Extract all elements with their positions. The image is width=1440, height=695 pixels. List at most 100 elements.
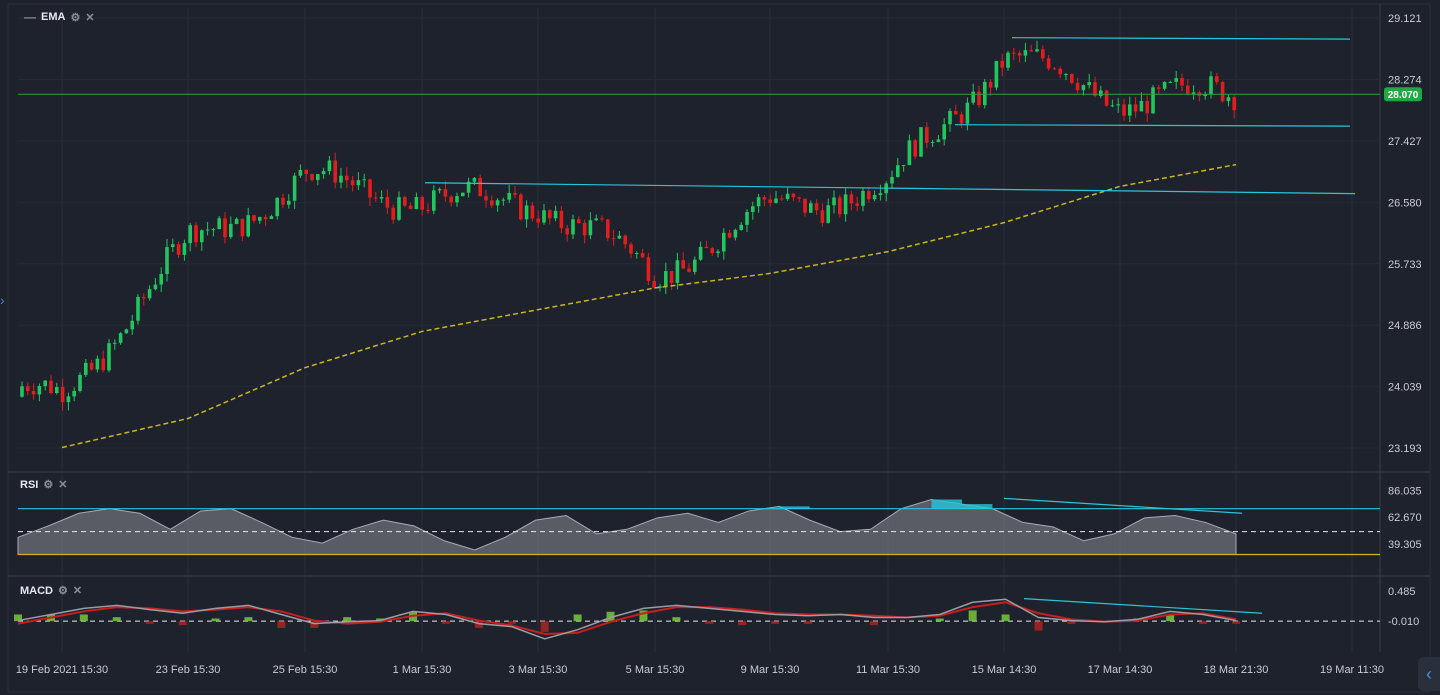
- candle-body: [675, 260, 680, 283]
- grid-lines: [7, 3, 1431, 693]
- chevron-right-icon[interactable]: ›: [0, 292, 5, 308]
- x-tick-label: 1 Mar 15:30: [393, 664, 452, 676]
- candle-body: [571, 219, 575, 235]
- candle-body: [194, 225, 198, 243]
- candle-body: [55, 387, 59, 394]
- y-tick-label: 26.580: [1388, 197, 1422, 209]
- macd-histogram-bar: [540, 621, 549, 632]
- candle-body: [965, 102, 970, 124]
- candle-body: [658, 286, 662, 288]
- candle-body: [391, 207, 395, 220]
- y-tick-label: 29.121: [1388, 13, 1422, 25]
- candle-body: [403, 197, 407, 206]
- macd-histogram-bar: [145, 621, 154, 624]
- candle-body: [287, 200, 291, 205]
- candle-body: [252, 215, 256, 221]
- candle-body: [797, 197, 801, 199]
- candle-body: [263, 217, 268, 220]
- macd-divergence-line: [1023, 598, 1263, 614]
- candle-body: [913, 140, 917, 157]
- candle-body: [1064, 73, 1068, 75]
- minimize-icon[interactable]: —: [24, 10, 36, 24]
- candle-body: [165, 247, 169, 274]
- candle-body: [588, 220, 593, 236]
- settings-icon[interactable]: ⚙: [70, 11, 81, 24]
- macd-histogram-bar: [14, 614, 22, 622]
- settings-icon[interactable]: ⚙: [58, 585, 68, 597]
- rsi-area: [17, 498, 1237, 556]
- candle-body: [872, 195, 877, 200]
- candle-body: [345, 175, 349, 181]
- macd-histogram-bar: [705, 621, 714, 624]
- candle-body: [200, 230, 204, 243]
- candle-body: [1116, 104, 1120, 106]
- candle-body: [246, 215, 250, 237]
- candle-body: [1232, 97, 1236, 111]
- macd-histogram-bar: [1034, 621, 1043, 631]
- candle-body: [745, 211, 749, 225]
- macd-histogram-bar: [211, 618, 220, 622]
- macd-histogram-bar: [112, 617, 121, 622]
- candle-body: [443, 189, 448, 197]
- candle-body: [617, 235, 622, 239]
- candle-body: [466, 181, 471, 193]
- candle-body: [414, 197, 419, 210]
- candle-body: [316, 174, 320, 181]
- candle-body: [153, 284, 158, 290]
- candle-body: [408, 205, 413, 210]
- candle-body: [896, 165, 900, 177]
- close-icon[interactable]: ✕: [58, 479, 68, 491]
- candle-body: [861, 190, 865, 206]
- candle-body: [1122, 104, 1126, 116]
- candle-body: [484, 196, 488, 201]
- macd-histogram-bar: [639, 610, 648, 622]
- rsi-panel[interactable]: [17, 497, 1380, 556]
- price-panel[interactable]: [18, 37, 1380, 449]
- y-tick-label: 24.039: [1388, 382, 1422, 394]
- close-icon[interactable]: ✕: [85, 11, 95, 24]
- close-icon[interactable]: ✕: [72, 585, 83, 597]
- candle-body: [901, 165, 906, 167]
- candle-body: [1075, 82, 1080, 91]
- candle-body: [229, 223, 233, 238]
- macd-label: MACD: [20, 584, 53, 597]
- y-tick-label: 23.193: [1388, 443, 1422, 455]
- candle-body: [1133, 104, 1138, 112]
- candle-body: [809, 203, 813, 213]
- candle-body: [959, 114, 964, 124]
- candle-body: [1174, 78, 1178, 82]
- x-tick-label: 18 Mar 21:30: [1204, 664, 1269, 676]
- candle-body: [292, 175, 297, 201]
- candle-body: [379, 197, 384, 199]
- candle-body: [420, 197, 424, 210]
- candle-body: [867, 190, 871, 200]
- candle-body: [1012, 52, 1016, 54]
- candle-body: [849, 194, 854, 204]
- x-tick-label: 15 Mar 14:30: [972, 664, 1037, 676]
- macd-histogram-bar: [771, 621, 780, 624]
- candle-body: [461, 192, 465, 197]
- candle-body: [159, 273, 163, 285]
- candle-body: [519, 194, 523, 220]
- candle-body: [1029, 50, 1033, 52]
- candle-body: [930, 142, 935, 144]
- macd-histogram-bar: [804, 621, 813, 624]
- candle-body: [1081, 85, 1086, 91]
- candle-body: [1128, 104, 1132, 116]
- macd-panel[interactable]: [14, 598, 1380, 640]
- candle-body: [1157, 87, 1161, 89]
- chevron-left-icon[interactable]: ‹: [1418, 657, 1440, 691]
- macd-tick-label: 0.485: [1388, 586, 1416, 598]
- macd-histogram-bar: [935, 618, 944, 622]
- candle-body: [298, 169, 303, 176]
- candle-body: [147, 289, 152, 299]
- candle-body: [101, 358, 105, 371]
- candle-body: [513, 192, 517, 195]
- candle-body: [756, 197, 761, 207]
- x-tick-label: 17 Mar 14:30: [1088, 664, 1153, 676]
- settings-icon[interactable]: ⚙: [43, 479, 54, 491]
- macd-histogram-bar: [507, 621, 516, 624]
- macd-histogram-bar: [573, 614, 582, 622]
- trendline: [954, 124, 1351, 127]
